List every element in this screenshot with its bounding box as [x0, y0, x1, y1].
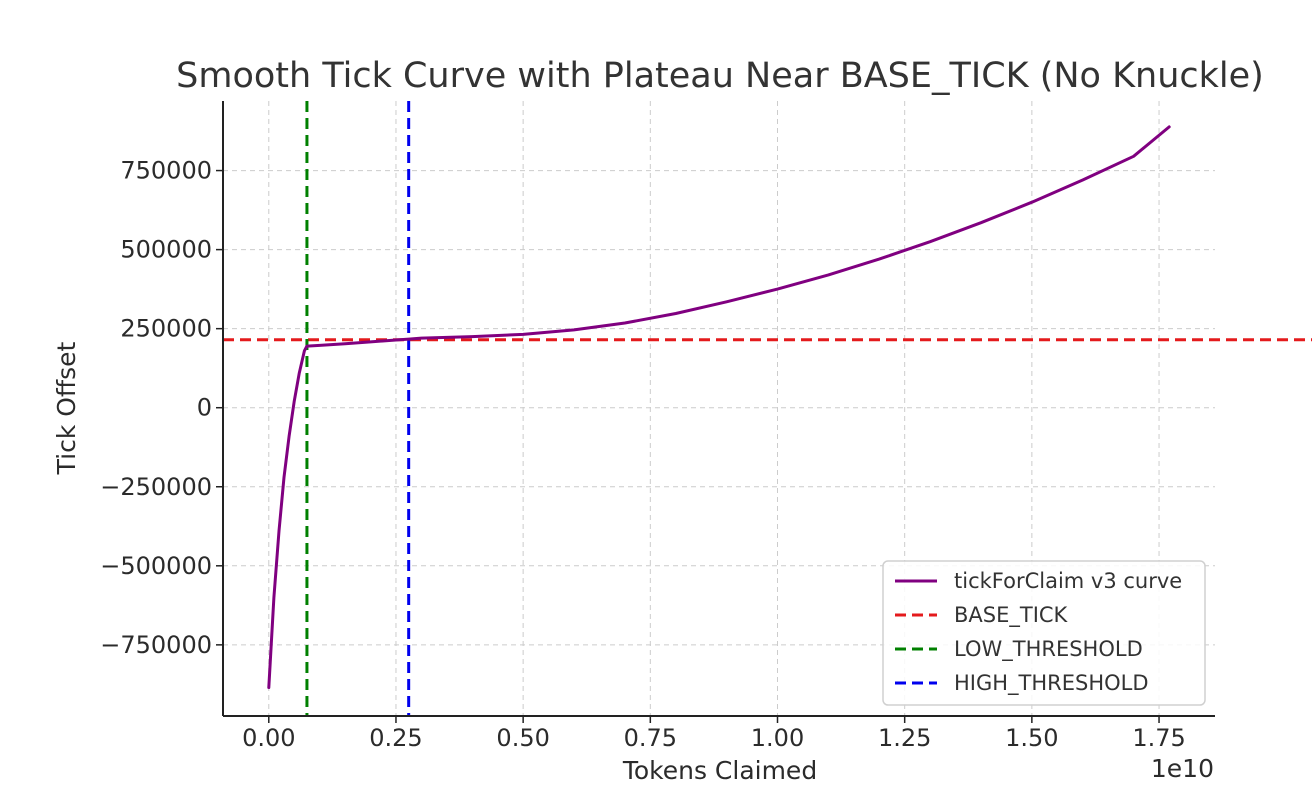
legend-box — [882, 560, 1206, 706]
legend-label-high-threshold: HIGH_THRESHOLD — [954, 671, 1149, 696]
x-tick-label: 1.75 — [1132, 724, 1185, 752]
y-tick-label: 250000 — [120, 315, 212, 343]
axes — [216, 101, 1215, 723]
y-tick-label: −250000 — [100, 473, 212, 501]
x-axis-label: Tokens Claimed — [622, 756, 817, 785]
grid-lines — [223, 101, 1215, 716]
x-axis-offset-text: 1e10 — [1151, 754, 1214, 783]
chart-title: Smooth Tick Curve with Plateau Near BASE… — [176, 56, 1264, 96]
x-tick-label: 1.25 — [878, 724, 931, 752]
legend: tickForClaim v3 curve BASE_TICK LOW_THRESH… — [882, 560, 1206, 706]
x-tick-label: 0.75 — [624, 724, 677, 752]
reference-lines — [223, 101, 1312, 716]
series-line-tickforclaim-v3-curve — [267, 125, 1171, 689]
x-tick-label: 0.50 — [496, 724, 549, 752]
legend-label-base-tick: BASE_TICK — [954, 603, 1069, 628]
x-tick-label: 0.00 — [242, 724, 295, 752]
series-layer — [267, 125, 1171, 689]
y-tick-label: −750000 — [100, 631, 212, 659]
legend-label-tickforclaim-v3-curve: tickForClaim v3 curve — [954, 569, 1182, 593]
x-tick-label: 1.50 — [1005, 724, 1058, 752]
x-tick-label: 1.00 — [751, 724, 804, 752]
y-tick-label: −500000 — [100, 552, 212, 580]
y-tick-label: 0 — [197, 394, 212, 422]
y-axis-label: Tick Offset — [52, 341, 81, 475]
tick-labels: 0.00 0.25 0.50 0.75 1.00 1.25 1.50 1.75 −750000 −… — [100, 157, 1185, 752]
y-tick-label: 500000 — [120, 236, 212, 264]
x-tick-label: 0.25 — [369, 724, 422, 752]
legend-label-low-threshold: LOW_THRESHOLD — [954, 637, 1143, 662]
y-tick-label: 750000 — [120, 157, 212, 185]
